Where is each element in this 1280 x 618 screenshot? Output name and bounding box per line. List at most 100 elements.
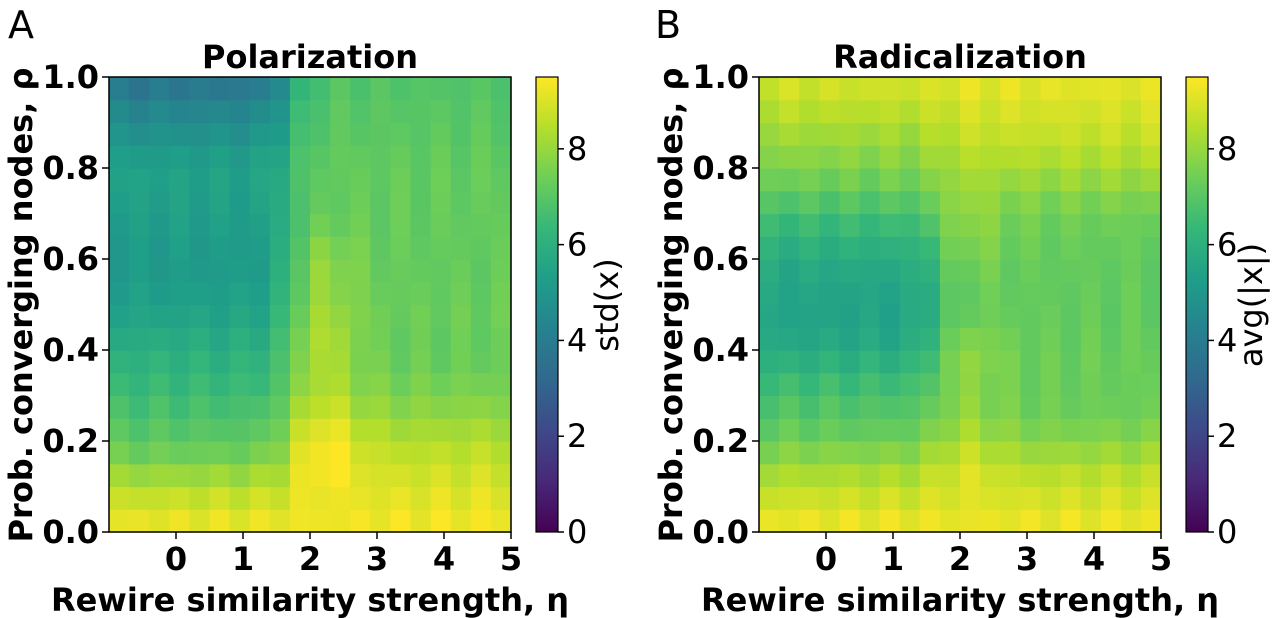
panel-a-heatmap-cell — [310, 99, 331, 124]
panel-a-heatmap-cell — [209, 304, 231, 328]
panel-b-heatmap-cell — [1080, 99, 1102, 124]
panel-b-heatmap-cell — [799, 327, 820, 351]
panel-b-heatmap-cell — [779, 350, 800, 374]
panel-a-heatmap-cell — [169, 145, 190, 169]
panel-b-heatmap-cell — [899, 486, 921, 510]
panel-b-heatmap-cell — [919, 395, 941, 419]
panel-b-heatmap-cell — [939, 350, 961, 374]
panel-a-heatmap-cell — [470, 441, 492, 465]
panel-a-y-axis-label: Prob. converging nodes, ρ — [2, 68, 40, 543]
panel-b-heatmap-cell — [919, 259, 941, 283]
panel-a-heatmap-cell — [370, 281, 391, 306]
panel-a-heatmap-cell — [269, 304, 291, 328]
panel-a-heatmap-cell — [229, 350, 251, 374]
panel-a-heatmap-cell — [350, 486, 371, 510]
panel-a-heatmap-cell — [209, 236, 231, 260]
panel-a-heatmap-cell — [229, 441, 251, 465]
panel-b-heatmap-cell — [799, 509, 820, 533]
panel-a-heatmap-cell — [169, 213, 190, 237]
panel-b-x-tick-label: 0 — [815, 540, 837, 578]
panel-a-heatmap-cell — [149, 122, 170, 146]
panel-a-heatmap-cell — [310, 372, 331, 397]
panel-b-heatmap-cell — [879, 99, 901, 124]
panel-b-heatmap-cell — [759, 350, 780, 374]
panel-a-heatmap-cell — [269, 236, 291, 260]
panel-b-heatmap-cell — [799, 441, 820, 465]
panel-b-heatmap-cell — [799, 418, 820, 442]
panel-a-heatmap-cell — [350, 509, 371, 533]
panel-b-heatmap-cell — [799, 395, 820, 419]
panel-a-heatmap-cell — [109, 122, 130, 146]
panel-a-heatmap-cell — [350, 77, 371, 101]
panel-a-heatmap-cell — [169, 259, 190, 283]
panel-b-heatmap-cell — [1060, 395, 1082, 419]
panel-a-heatmap-cell — [350, 304, 371, 328]
panel-a-heatmap-cell — [410, 327, 432, 351]
panel-a-heatmap-cell — [410, 281, 432, 306]
panel-b-heatmap-cell — [759, 395, 780, 419]
panel-b-heatmap-cell — [939, 372, 961, 397]
panel-b-heatmap-cell — [859, 486, 881, 510]
panel-a-heatmap-cell — [370, 77, 391, 101]
panel-a-heatmap-cell — [450, 190, 472, 215]
panel-a-heatmap-cell — [430, 327, 452, 351]
panel-b-heatmap-cell — [1000, 486, 1021, 510]
panel-a-heatmap-cell — [129, 77, 150, 101]
panel-a-heatmap-cell — [430, 418, 452, 442]
panel-a-heatmap-cell — [249, 395, 271, 419]
panel-b-heatmap-cell — [879, 327, 901, 351]
panel-a-heatmap-cell — [169, 486, 190, 510]
panel-b-heatmap-cell — [980, 372, 1001, 397]
panel-b-heatmap-cell — [939, 99, 961, 124]
panel-b-heatmap-cell — [759, 327, 780, 351]
panel-a-heatmap-cell — [370, 463, 391, 488]
panel-b-heatmap-cell — [1080, 350, 1102, 374]
panel-b-heatmap-cell — [980, 509, 1001, 533]
panel-a-heatmap-cell — [189, 122, 211, 146]
panel-a-heatmap-cell — [169, 395, 190, 419]
panel-b-heatmap-cell — [1020, 509, 1041, 533]
panel-b-heatmap-cell — [1120, 463, 1142, 488]
panel-a-heatmap-cell — [169, 463, 190, 488]
panel-a-heatmap-cell — [249, 463, 271, 488]
panel-a-heatmap-cell — [129, 281, 150, 306]
panel-a-heatmap-cell — [229, 509, 251, 533]
panel-b-heatmap-cell — [759, 190, 780, 215]
panel-a-heatmap-cell — [229, 418, 251, 442]
panel-b-y-ticks: 0.0 0.2 0.4 0.6 0.8 1.0 — [692, 58, 759, 551]
panel-b-heatmap-cell — [759, 77, 780, 101]
panel-b-heatmap-cell — [1140, 441, 1162, 465]
panel-b-heatmap-cell — [1040, 327, 1062, 351]
panel-a-heatmap-cell — [249, 281, 271, 306]
panel-b-heatmap-cell — [980, 395, 1001, 419]
panel-a-heatmap-cell — [410, 259, 432, 283]
panel-b-heatmap-cell — [939, 168, 961, 192]
panel-a-heatmap-cell — [330, 77, 351, 101]
panel-b-heatmap-cell — [1000, 168, 1021, 192]
panel-b-heatmap-cell — [779, 236, 800, 260]
panel-a-heatmap-cell — [390, 441, 412, 465]
panel-b-heatmap-cell — [939, 236, 961, 260]
panel-b-heatmap-cell — [839, 259, 861, 283]
panel-a-heatmap-cell — [430, 259, 452, 283]
panel-a-heatmap-cell — [229, 327, 251, 351]
panel-b-heatmap-cell — [799, 122, 820, 146]
panel-b-heatmap-cell — [859, 418, 881, 442]
panel-b-x-tick-label: 5 — [1150, 540, 1172, 578]
panel-b-heatmap-cell — [1100, 418, 1122, 442]
panel-a-heatmap-cell — [350, 372, 371, 397]
panel-a-heatmap-cell — [269, 441, 291, 465]
panel-b-heatmap-cell — [960, 145, 981, 169]
panel-a-heatmap-cell — [229, 395, 251, 419]
panel-a-heatmap-cell — [330, 122, 351, 146]
panel-b-heatmap-cell — [819, 236, 840, 260]
panel-a-heatmap-cell — [430, 190, 452, 215]
panel-a-heatmap-cell — [410, 509, 432, 533]
panel-a-heatmap-cell — [470, 372, 492, 397]
panel-a-heatmap-cell — [450, 168, 472, 192]
panel-a-heatmap-cell — [249, 236, 271, 260]
panel-b-heatmap-cell — [1020, 418, 1041, 442]
panel-b-heatmap-cell — [960, 486, 981, 510]
panel-b-heatmap-cell — [1140, 304, 1162, 328]
panel-b-heatmap-cell — [1020, 327, 1041, 351]
